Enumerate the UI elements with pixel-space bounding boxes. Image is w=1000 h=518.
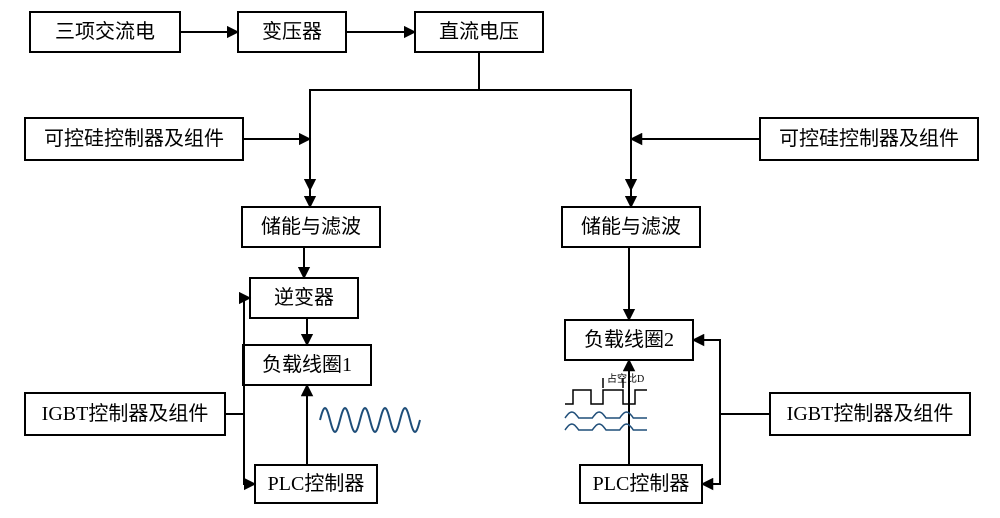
svg-text:三项交流电: 三项交流电 — [55, 20, 155, 43]
svg-text:负载线圈1: 负载线圈1 — [262, 353, 352, 376]
svg-text:可控硅控制器及组件: 可控硅控制器及组件 — [44, 127, 224, 150]
node-dc: 直流电压 — [415, 12, 543, 52]
svg-text:直流电压: 直流电压 — [439, 20, 519, 43]
svg-text:PLC控制器: PLC控制器 — [268, 472, 365, 495]
edge — [629, 247, 631, 320]
pwm-icon: 占空比D — [565, 372, 647, 430]
node-scrR: 可控硅控制器及组件 — [760, 118, 978, 160]
svg-text:占空比D: 占空比D — [607, 372, 644, 385]
edge — [693, 340, 770, 414]
svg-text:变压器: 变压器 — [262, 20, 322, 43]
node-igbtR: IGBT控制器及组件 — [770, 393, 970, 435]
svg-text:IGBT控制器及组件: IGBT控制器及组件 — [787, 402, 954, 425]
node-storR: 储能与滤波 — [562, 207, 700, 247]
node-inv: 逆变器 — [250, 278, 358, 318]
edge — [702, 414, 770, 484]
edge — [307, 385, 316, 465]
edge — [310, 52, 479, 190]
svg-text:储能与滤波: 储能与滤波 — [261, 215, 361, 238]
svg-text:储能与滤波: 储能与滤波 — [581, 215, 681, 238]
svg-text:负载线圈2: 负载线圈2 — [584, 328, 674, 351]
node-coil1: 负载线圈1 — [243, 345, 371, 385]
edge — [479, 52, 631, 190]
svg-text:IGBT控制器及组件: IGBT控制器及组件 — [42, 402, 209, 425]
edge — [304, 247, 311, 278]
node-plcR: PLC控制器 — [580, 465, 702, 503]
node-ac: 三项交流电 — [30, 12, 180, 52]
diagram-canvas: 三项交流电 变压器 直流电压可控硅控制器及组件 可控硅控制器及组件储能与滤波 储能与滤波… — [0, 0, 1000, 518]
sine-wave-icon — [320, 408, 420, 432]
node-scrL: 可控硅控制器及组件 — [25, 118, 243, 160]
svg-text:PLC控制器: PLC控制器 — [593, 472, 690, 495]
node-coil2: 负载线圈2 — [565, 320, 693, 360]
node-xfmr: 变压器 — [238, 12, 346, 52]
node-igbtL: IGBT控制器及组件 — [25, 393, 225, 435]
node-storL: 储能与滤波 — [242, 207, 380, 247]
node-plcL: PLC控制器 — [255, 465, 377, 503]
svg-text:逆变器: 逆变器 — [274, 286, 334, 309]
edge — [225, 414, 255, 484]
edge — [304, 318, 307, 345]
svg-text:可控硅控制器及组件: 可控硅控制器及组件 — [779, 127, 959, 150]
